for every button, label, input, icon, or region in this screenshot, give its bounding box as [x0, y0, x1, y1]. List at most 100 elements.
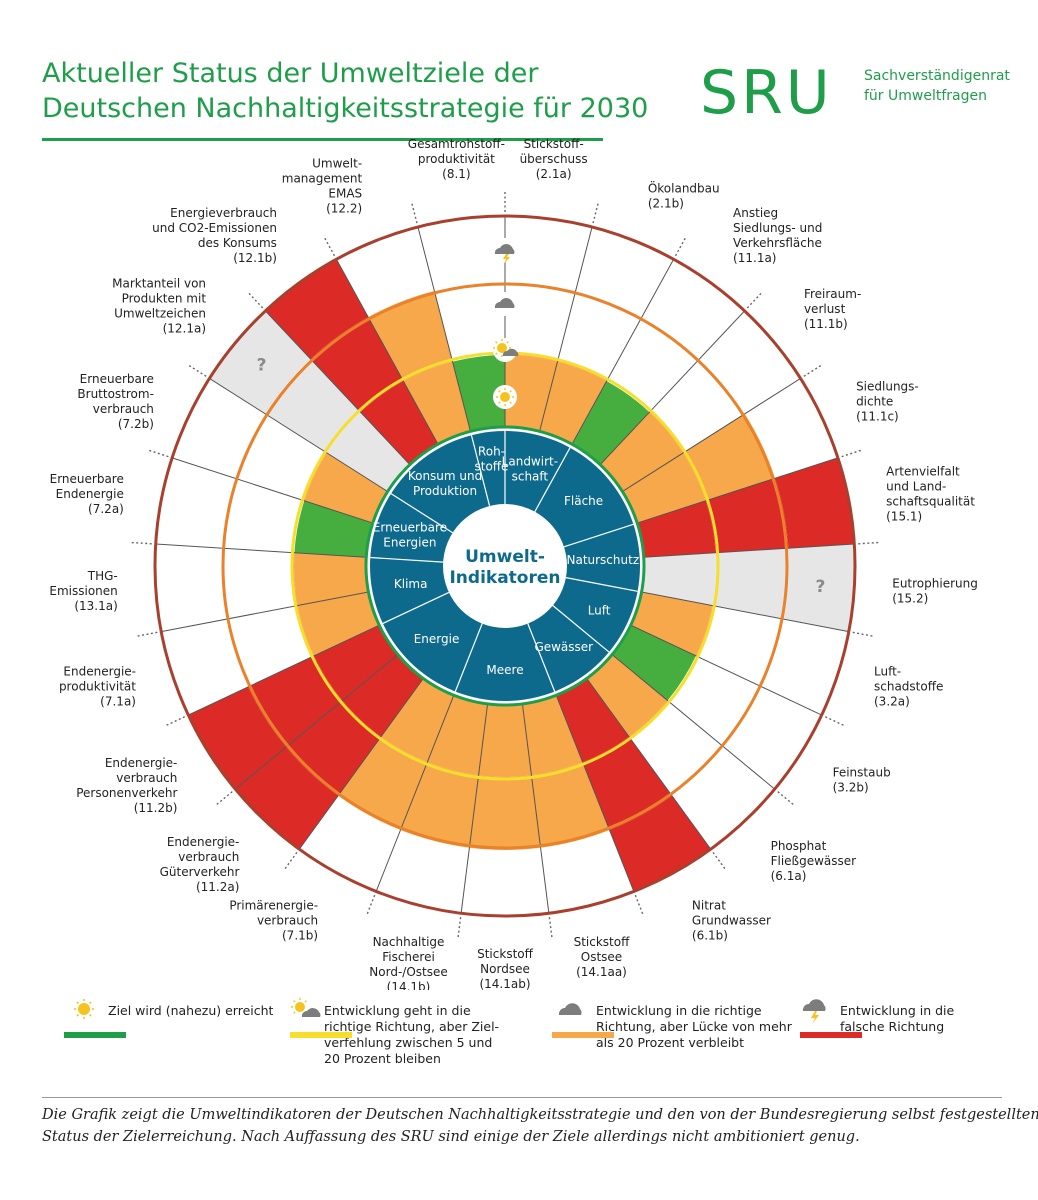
indicator-segment	[630, 592, 713, 656]
label-leader	[131, 541, 152, 545]
legend-text-yellow: Entwicklung geht in die richtige Richtun…	[324, 1003, 500, 1066]
indicator-segment	[304, 452, 388, 524]
label-leader	[712, 851, 726, 869]
title-line-2: Deutschen Nachhaltigkeitsstrategie für 2…	[42, 93, 649, 124]
indicator-spoke	[571, 259, 675, 445]
indicator-segment	[609, 795, 711, 892]
indicator-spoke	[586, 678, 712, 850]
indicator-spoke	[641, 591, 849, 633]
indicator-label: Gesamtrohstoff-produktivität (8.1)	[408, 137, 505, 181]
label-leader	[188, 365, 207, 377]
indicator-segment	[556, 678, 630, 763]
unknown-status-mark: ?	[257, 356, 267, 376]
label-leader	[324, 237, 336, 257]
label-leader	[457, 917, 462, 938]
indicator-label: THG-Emissionen (13.1a)	[49, 569, 117, 613]
category-label: Klima	[394, 577, 428, 591]
indicator-segment	[641, 552, 716, 606]
indicator-label: Energieverbrauch und CO2-Emissionen des Ko…	[152, 206, 277, 265]
legend-text-orange: Entwicklung in die richtige Richtung, ab…	[596, 1003, 792, 1050]
indicator-segment	[469, 778, 541, 850]
indicator-label: Eutrophierung (15.2)	[892, 576, 978, 605]
category-divider	[565, 577, 638, 592]
category-divider	[454, 623, 483, 692]
indicator-segment	[522, 695, 583, 776]
title-underline	[42, 138, 603, 141]
indicator-segment	[586, 654, 668, 737]
ring-lines	[131, 192, 879, 938]
indicator-spoke	[622, 378, 801, 492]
indicator-label: Freiraum-verlust (11.1b)	[804, 287, 861, 331]
category-divider	[552, 605, 610, 653]
indicator-label: Feinstaub (3.2b)	[833, 766, 891, 795]
indicator-segment	[775, 457, 855, 549]
indicator-segment	[715, 548, 789, 620]
indicator-label: Luft-schadstoffe (3.2a)	[874, 664, 943, 708]
indicator-segment	[326, 412, 410, 492]
indicator-spoke	[521, 703, 550, 914]
indicator-segment	[209, 310, 311, 414]
caption: Die Grafik zeigt die Umweltindikatoren d…	[42, 1104, 1038, 1148]
indicator-segment	[188, 686, 287, 790]
indicator-spoke	[637, 457, 839, 524]
category-label: Konsum und Produktion	[408, 469, 482, 498]
title-line-1: Aktueller Status der Umweltziele der	[42, 58, 539, 89]
label-leader	[777, 791, 794, 805]
indicator-label: Erneuerbare Endenergie (7.2a)	[50, 472, 124, 516]
indicator-label: Ökolandbau (2.1b)	[648, 179, 720, 210]
unknown-status-mark: ?	[815, 577, 825, 597]
logo-subtitle-line-2: für Umweltfragen	[864, 88, 987, 104]
indicator-spoke	[298, 678, 424, 850]
indicator-segment	[286, 702, 380, 796]
category-label: Gewässer	[534, 640, 593, 654]
indicator-spoke	[171, 457, 373, 524]
category-label: Luft	[588, 603, 611, 617]
label-leader	[852, 631, 873, 637]
indicator-spoke	[630, 624, 822, 716]
indicator-segment	[622, 452, 706, 524]
indicator-spoke	[209, 378, 388, 492]
category-divider	[370, 556, 444, 563]
indicator-label: Phosphat Fließgewässer (6.1a)	[771, 839, 857, 883]
indicator-segment	[571, 381, 650, 465]
page-title: Aktueller Status der Umweltziele der Deu…	[42, 56, 649, 126]
indicator-labels: Stickstoff-überschuss (2.1a) Ökolandbau (2.…	[49, 137, 977, 990]
category-divider	[563, 523, 634, 548]
green-ring	[364, 425, 646, 707]
indicator-label: Umwelt-management EMAS (12.2)	[282, 157, 363, 216]
legend: Ziel wird (nahezu) erreicht Entwicklung …	[0, 995, 1038, 1085]
indicator-spoke	[265, 310, 411, 466]
legend-bar-yellow	[290, 1032, 352, 1038]
indicator-segment	[783, 544, 855, 632]
indicator-label: Artenvielfalt und Land-schaftsqualität (15…	[886, 464, 975, 523]
label-leader	[746, 292, 762, 309]
indicator-segment	[708, 478, 789, 553]
indicator-label: Stickstoff-überschuss (2.1a)	[520, 137, 588, 181]
indicator-segment	[294, 552, 369, 606]
indicator-label: Primärenergie-verbrauch (7.1b)	[229, 898, 318, 942]
label-leader	[858, 541, 879, 545]
label-leader	[137, 631, 158, 637]
label-leader	[216, 791, 233, 805]
category-label: Meere	[486, 663, 523, 677]
label-leader	[366, 894, 376, 914]
indicator-segment	[427, 695, 488, 776]
label-leader	[841, 449, 861, 458]
indicator-spoke	[235, 654, 399, 790]
logo-subtitle-line-1: Sachverständigenrat	[864, 68, 1010, 84]
thunder-cloud-icon	[802, 999, 826, 1024]
cloud-icon	[493, 292, 517, 316]
indicator-segment	[368, 290, 452, 379]
thunder-cloud-icon	[493, 238, 517, 264]
category-divider	[382, 591, 450, 625]
red-ring	[153, 214, 857, 918]
indicator-spoke	[643, 543, 855, 558]
indicator-spoke	[335, 259, 439, 445]
indicator-segment	[360, 381, 439, 465]
category-label: Roh-stoffe	[474, 444, 508, 473]
indicator-segment	[380, 678, 454, 763]
indicator-segment	[600, 412, 684, 492]
indicator-spoke	[599, 310, 745, 466]
indicator-spoke	[188, 624, 380, 716]
orange-ring	[221, 282, 789, 850]
